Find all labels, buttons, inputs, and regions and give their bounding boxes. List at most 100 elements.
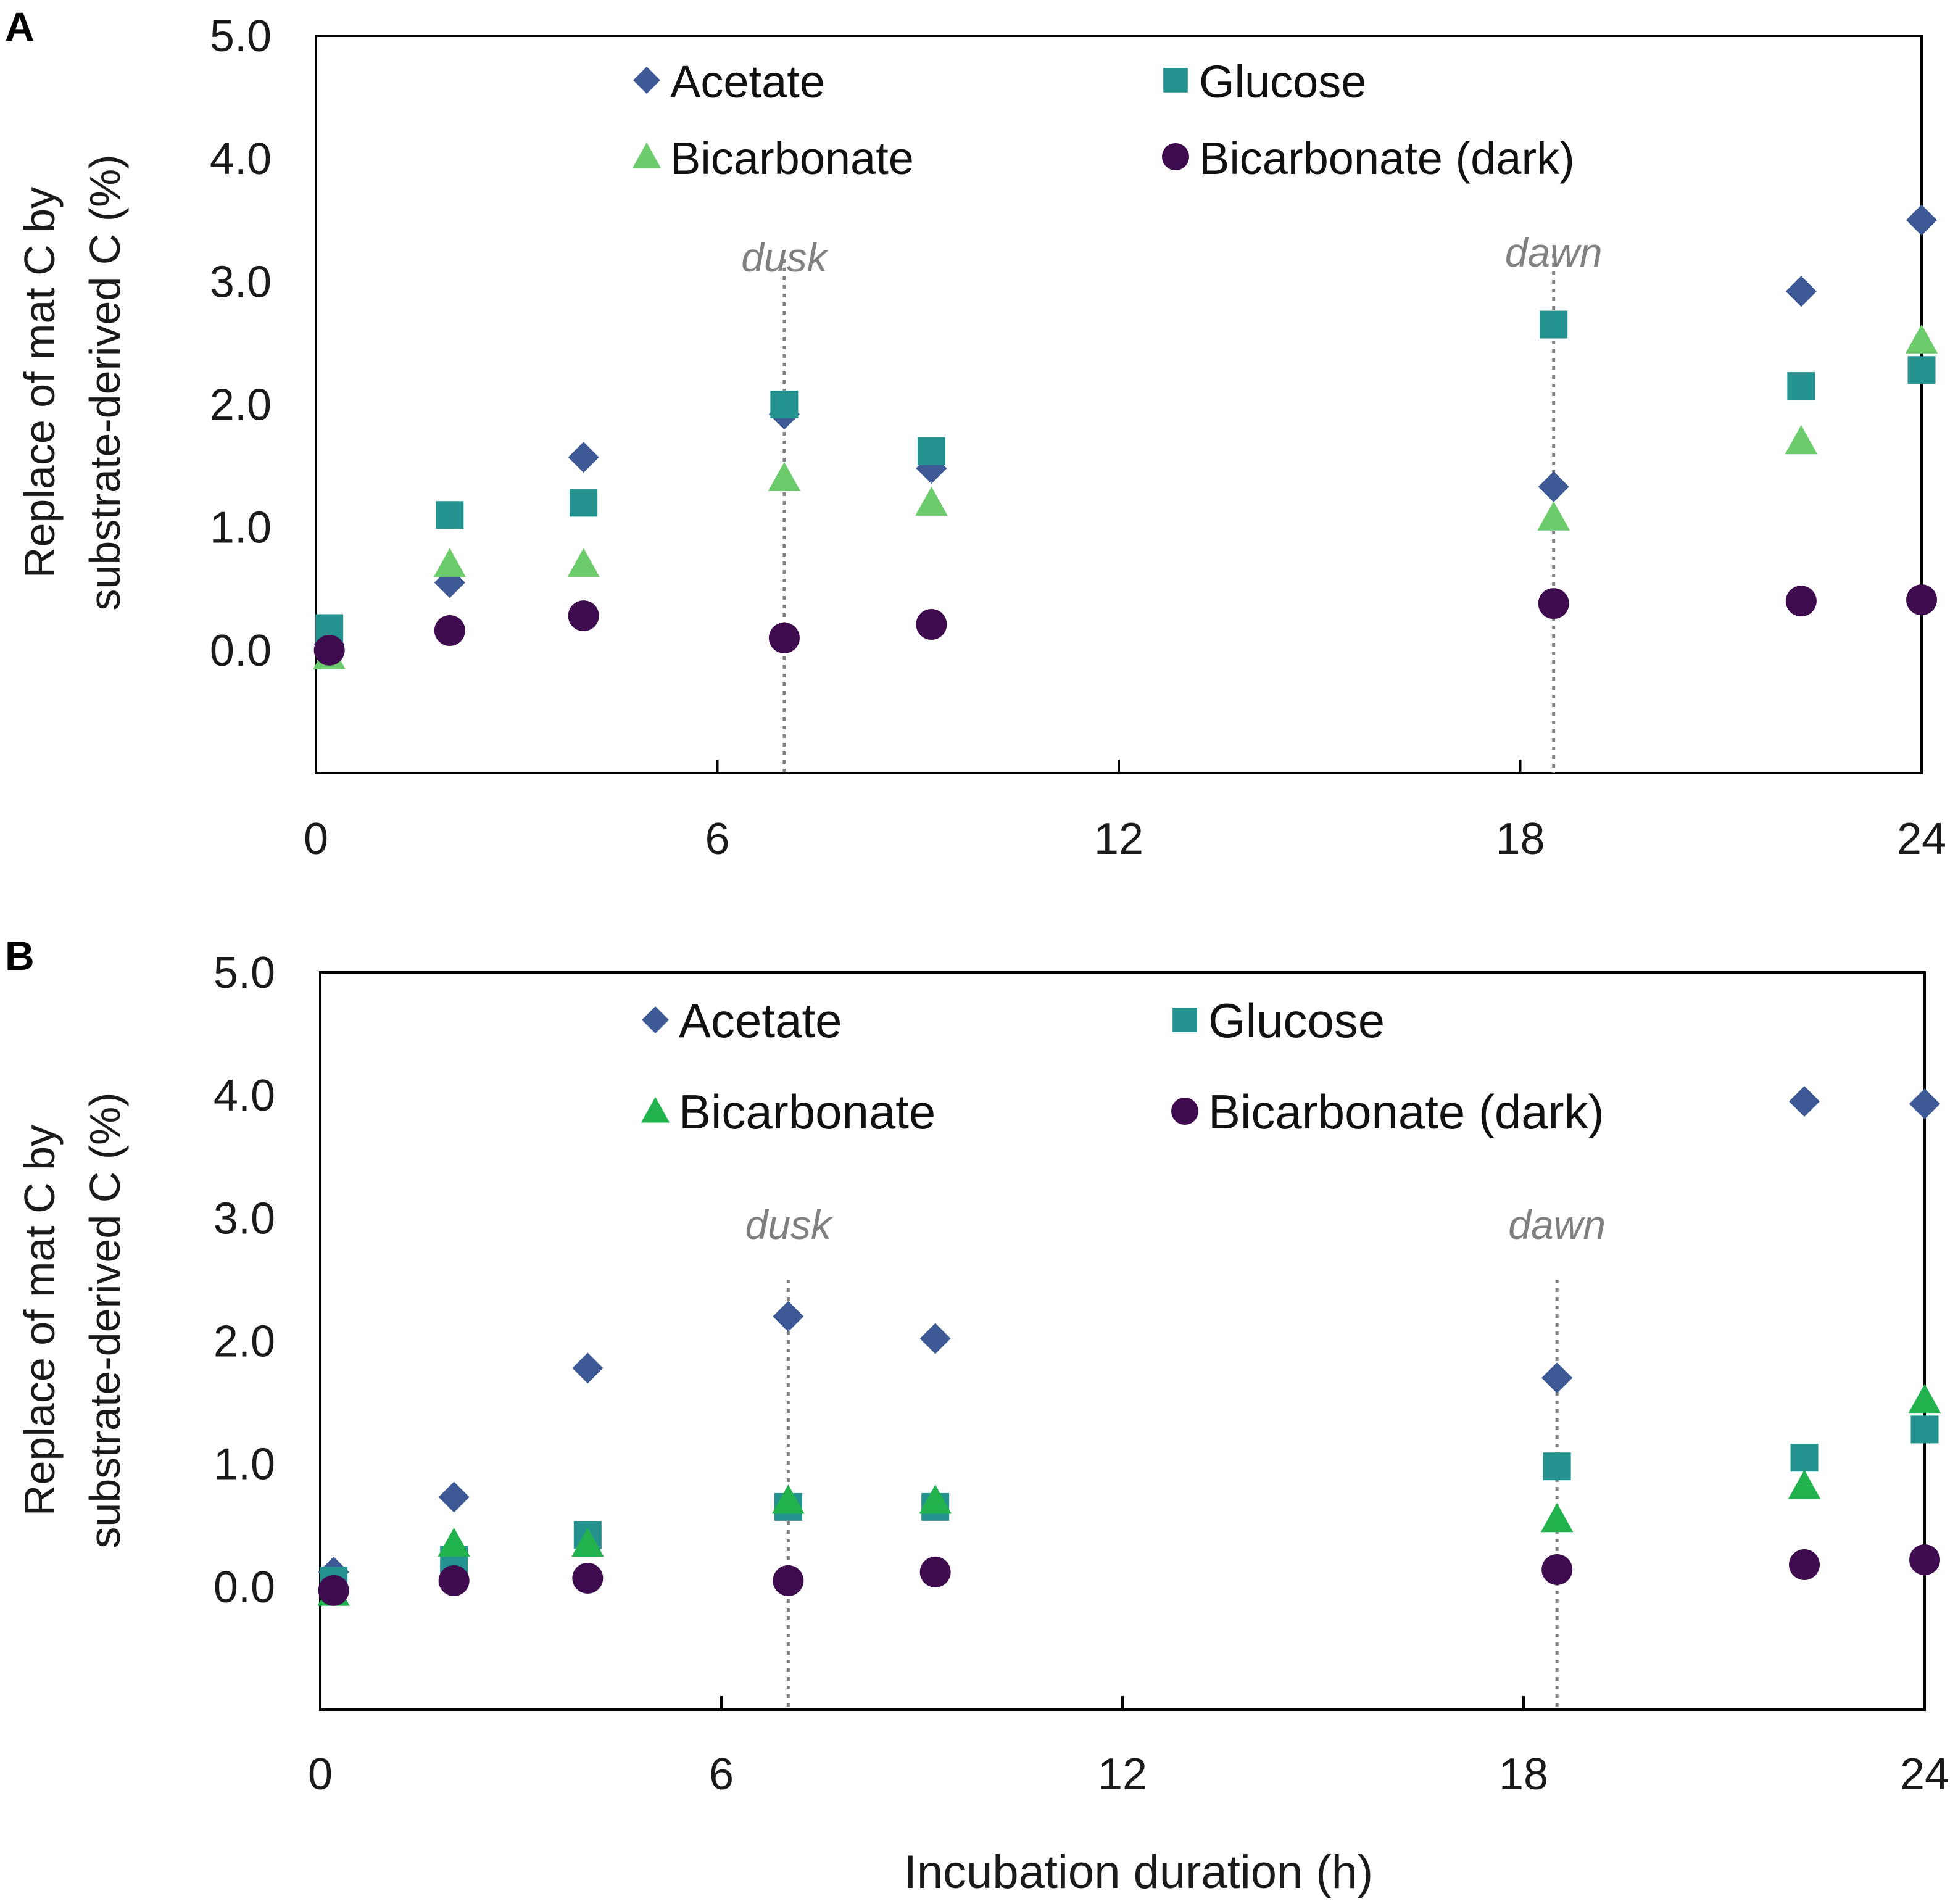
x-tick-label-b-2: 12 <box>1098 1750 1147 1799</box>
point-b-circle-3-4 <box>919 1556 951 1587</box>
point-a-square-1-3 <box>770 391 799 418</box>
point-a-circle-3-3 <box>768 622 800 653</box>
y-tick-label-a-1: 4.0 <box>210 135 272 184</box>
x-tick-label-b-1: 6 <box>709 1750 734 1799</box>
point-a-diamond-0-7 <box>1906 204 1937 236</box>
y-tick-label-a-0: 5.0 <box>210 12 272 61</box>
data-marks-a <box>313 204 1938 669</box>
point-a-square-1-2 <box>570 489 598 517</box>
point-a-triangle-2-1 <box>433 548 467 577</box>
y-tick-label-b-5: 0.0 <box>214 1563 275 1612</box>
point-b-diamond-0-5 <box>1541 1362 1573 1394</box>
y-tick-label-b-4: 1.0 <box>214 1440 275 1489</box>
point-b-circle-3-6 <box>1789 1549 1820 1580</box>
legend-marker-a-1 <box>1163 68 1188 93</box>
y-tick-label-a-3: 2.0 <box>210 381 272 430</box>
point-a-triangle-2-3 <box>768 462 801 491</box>
x-ticks-b: 0 6 12 18 24 <box>308 1696 1949 1799</box>
point-b-triangle-2-3 <box>772 1484 805 1514</box>
legend-label-a-2: Bicarbonate <box>670 133 914 184</box>
x-axis-label: Incubation duration (h) <box>904 1846 1373 1898</box>
panel-label-a: A <box>5 4 35 49</box>
point-a-circle-3-7 <box>1906 584 1937 616</box>
point-b-triangle-2-1 <box>438 1527 470 1557</box>
point-b-triangle-2-5 <box>1540 1503 1574 1533</box>
point-a-circle-3-1 <box>434 615 465 646</box>
point-a-diamond-0-5 <box>1538 471 1569 502</box>
legend-label-a-3: Bicarbonate (dark) <box>1199 133 1575 184</box>
point-b-circle-3-0 <box>318 1575 349 1606</box>
y-axis-label-b-line2: substrate-derived C (%) <box>81 1092 129 1548</box>
y-axis-label-a-line1: Replace of mat C by <box>15 187 64 578</box>
point-b-circle-3-2 <box>572 1562 604 1594</box>
point-a-diamond-0-6 <box>1785 276 1817 307</box>
x-tick-label-a-0: 0 <box>304 814 328 864</box>
y-tick-label-b-0: 5.0 <box>214 948 275 998</box>
point-b-triangle-2-7 <box>1908 1383 1941 1414</box>
annotations-b: dusk dawn <box>745 1202 1606 1710</box>
panel-a: A Replace of mat C by substrate-derived … <box>5 4 1946 864</box>
legend-label-a-0: Acetate <box>670 56 825 107</box>
point-b-diamond-0-7 <box>1909 1088 1940 1120</box>
point-b-diamond-0-2 <box>572 1352 604 1384</box>
y-tick-label-a-5: 0.0 <box>210 626 272 676</box>
annotations-a: dusk dawn <box>741 230 1603 773</box>
legend-label-b-0: Acetate <box>679 993 842 1048</box>
y-tick-label-a-2: 3.0 <box>210 257 272 307</box>
point-a-square-1-1 <box>436 501 464 529</box>
y-axis-label-a: Replace of mat C by substrate-derived C … <box>15 154 129 610</box>
x-tick-label-b-4: 24 <box>1900 1750 1949 1799</box>
point-a-circle-3-0 <box>313 634 345 666</box>
panel-b: B Replace of mat C by substrate-derived … <box>5 933 1949 1799</box>
point-a-diamond-0-2 <box>568 442 599 473</box>
y-ticks-a: 5.0 4.0 3.0 2.0 1.0 0.0 <box>210 12 272 676</box>
panel-label-b: B <box>5 933 35 979</box>
legend-marker-b-0 <box>642 1006 669 1033</box>
x-tick-label-a-2: 12 <box>1094 814 1143 864</box>
point-b-triangle-2-4 <box>919 1484 952 1514</box>
dawn-label-b: dawn <box>1508 1202 1606 1248</box>
point-a-square-1-7 <box>1907 356 1936 384</box>
legend-label-b-2: Bicarbonate <box>679 1085 935 1139</box>
point-a-square-1-5 <box>1540 310 1568 339</box>
y-tick-label-b-3: 2.0 <box>214 1317 275 1367</box>
legend-label-b-3: Bicarbonate (dark) <box>1208 1085 1604 1139</box>
x-tick-label-a-4: 24 <box>1897 814 1946 864</box>
y-axis-label-a-line2: substrate-derived C (%) <box>81 154 129 610</box>
x-tick-label-b-0: 0 <box>308 1750 333 1799</box>
point-a-circle-3-5 <box>1538 588 1569 619</box>
y-tick-label-b-2: 3.0 <box>214 1194 275 1243</box>
y-axis-label-b: Replace of mat C by substrate-derived C … <box>15 1092 129 1548</box>
legend-marker-b-1 <box>1172 1008 1197 1032</box>
legend-b: Acetate Glucose Bicarbonate Bicarbonate (da… <box>641 993 1604 1139</box>
point-b-circle-3-1 <box>438 1565 470 1596</box>
point-b-square-1-7 <box>1910 1415 1939 1444</box>
legend-marker-b-3 <box>1171 1098 1198 1125</box>
legend-marker-b-2 <box>641 1096 670 1123</box>
y-tick-label-a-4: 1.0 <box>210 503 272 553</box>
dusk-label-b: dusk <box>745 1202 833 1248</box>
y-axis-label-b-line1: Replace of mat C by <box>15 1125 64 1516</box>
point-b-circle-3-5 <box>1541 1554 1573 1585</box>
point-b-diamond-0-6 <box>1789 1086 1820 1117</box>
point-a-triangle-2-5 <box>1537 501 1570 531</box>
point-b-diamond-0-3 <box>773 1301 804 1332</box>
legend-marker-a-2 <box>632 142 662 168</box>
point-a-square-1-6 <box>1787 372 1815 400</box>
point-b-diamond-0-1 <box>438 1481 470 1513</box>
x-tick-label-a-3: 18 <box>1495 814 1545 864</box>
point-b-square-1-6 <box>1790 1444 1819 1472</box>
dawn-label-a: dawn <box>1505 230 1603 275</box>
x-tick-label-a-1: 6 <box>705 814 729 864</box>
x-ticks-a: 0 6 12 18 24 <box>304 760 1946 864</box>
legend-marker-a-3 <box>1162 143 1189 170</box>
point-b-triangle-2-6 <box>1788 1470 1821 1499</box>
point-a-triangle-2-4 <box>915 486 948 516</box>
point-a-triangle-2-6 <box>1785 425 1818 455</box>
point-a-square-1-4 <box>917 437 945 465</box>
point-b-square-1-5 <box>1543 1452 1571 1481</box>
point-b-triangle-2-2 <box>571 1527 604 1557</box>
point-b-diamond-0-4 <box>919 1323 951 1354</box>
